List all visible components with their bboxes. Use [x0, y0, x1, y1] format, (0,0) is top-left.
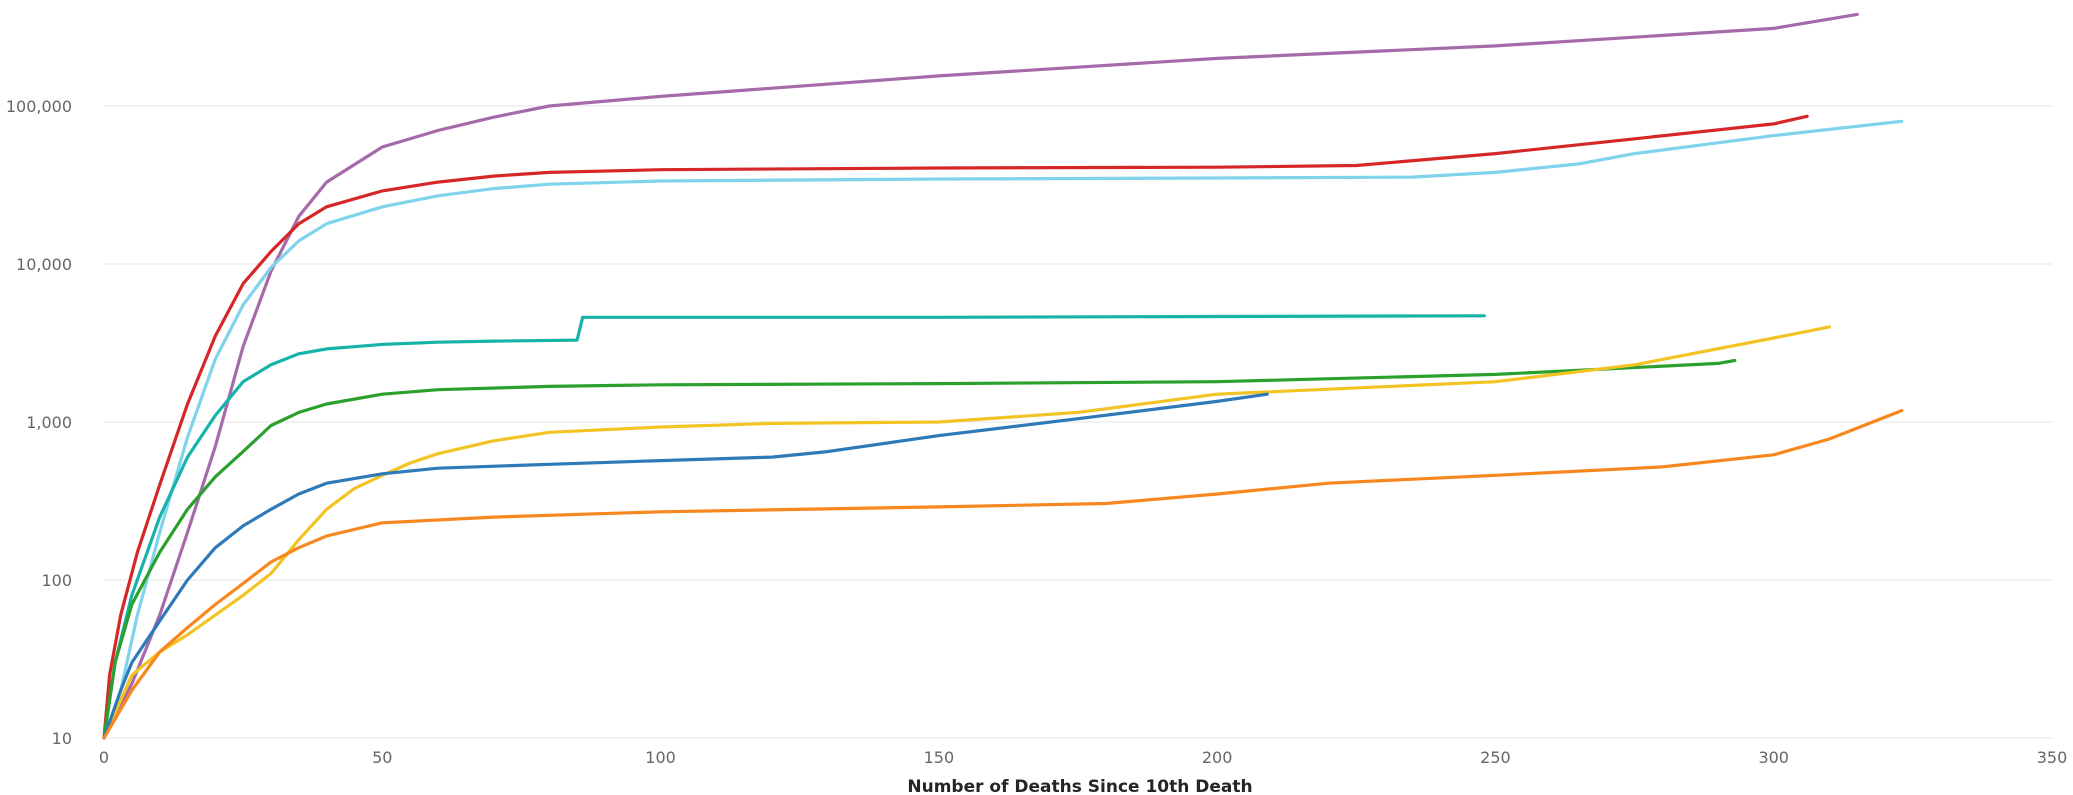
y-tick-label: 100 [41, 571, 72, 590]
y-tick-label: 10,000 [16, 255, 72, 274]
y-tick-label: 100,000 [6, 97, 72, 116]
series-lines [102, 12, 1904, 740]
x-axis-title: Number of Deaths Since 10th Death [907, 777, 1252, 795]
x-tick-label: 100 [645, 748, 676, 767]
y-axis-ticks: 10 100 1,000 10,000 100,000 [6, 97, 72, 748]
series-line-8 [102, 409, 1904, 740]
series-line-2 [102, 114, 1809, 740]
series-line-6 [102, 325, 1831, 740]
series-line-7 [102, 392, 1269, 740]
series-line-3 [102, 119, 1904, 740]
x-tick-label: 350 [2037, 748, 2068, 767]
x-axis-ticks: 0 50 100 150 200 250 300 350 [99, 748, 2067, 767]
y-tick-label: 10 [52, 729, 72, 748]
x-tick-label: 0 [99, 748, 109, 767]
x-tick-label: 50 [372, 748, 392, 767]
x-tick-label: 150 [924, 748, 955, 767]
x-tick-label: 300 [1758, 748, 1789, 767]
x-tick-label: 200 [1202, 748, 1233, 767]
gridlines [104, 105, 2052, 739]
y-tick-label: 1,000 [26, 413, 72, 432]
series-line-1 [102, 12, 1859, 740]
series-line-5 [102, 358, 1737, 740]
series-line-4 [102, 314, 1486, 740]
x-tick-label: 250 [1480, 748, 1511, 767]
